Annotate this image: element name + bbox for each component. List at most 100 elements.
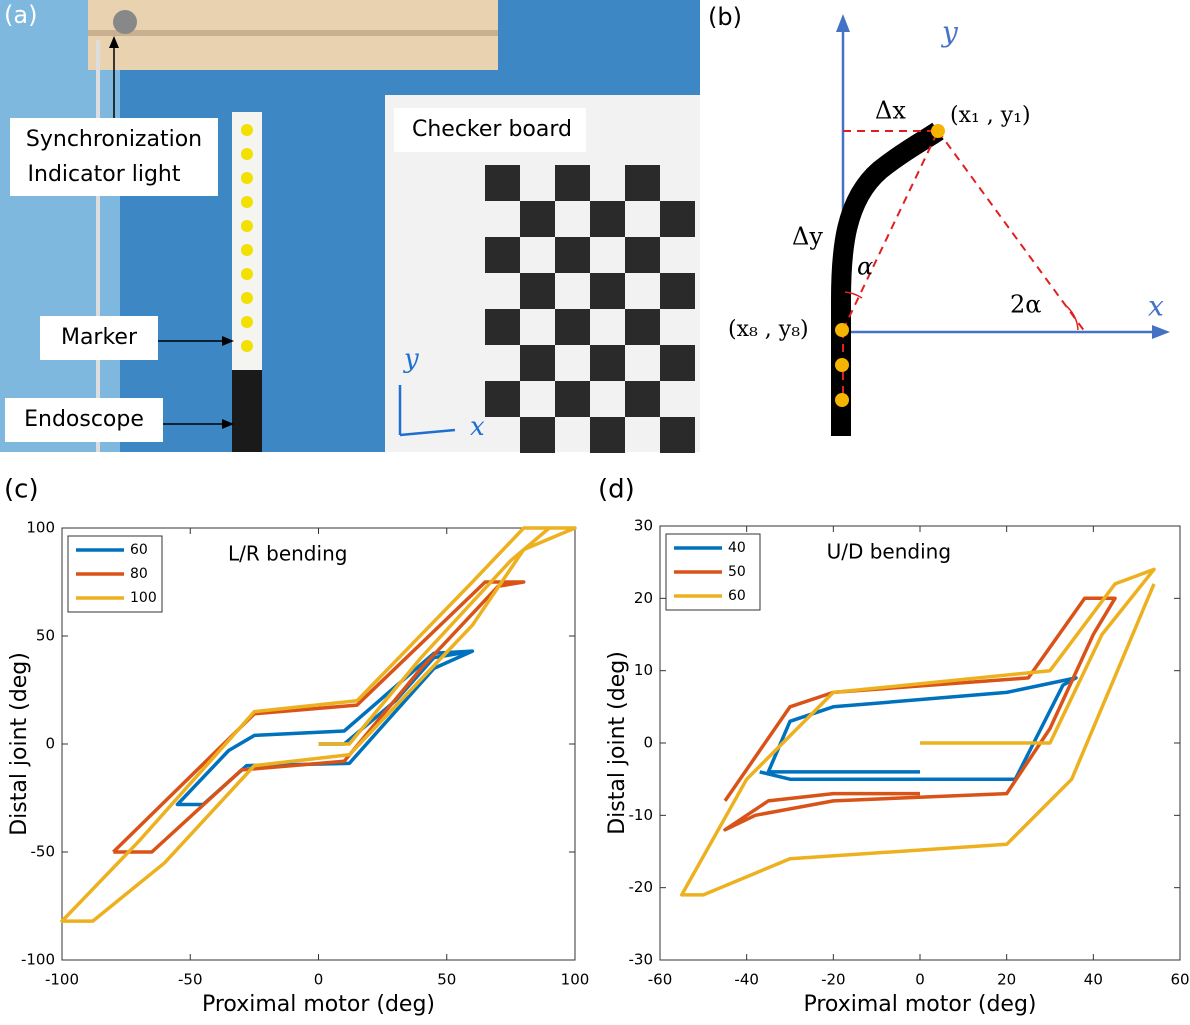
y-tick-label: -100	[21, 951, 55, 969]
diagram-label: Δy	[792, 223, 823, 251]
diagram-label: (x₈ , y₈)	[728, 317, 809, 342]
arrowhead	[836, 14, 850, 32]
label-box	[10, 118, 218, 196]
x-tick-label: 60	[1170, 971, 1189, 989]
legend-label: 100	[130, 590, 157, 606]
cable	[96, 40, 100, 452]
checker-square	[555, 309, 590, 345]
marker-dot	[241, 196, 253, 208]
diagram-label: 2α	[1010, 291, 1041, 319]
checker-square	[660, 345, 695, 381]
y-tick-label: 0	[45, 735, 55, 753]
checker-square	[520, 273, 555, 309]
x-tick-label: 40	[1084, 971, 1103, 989]
y-tick-label: 10	[634, 661, 653, 679]
legend-label: 60	[130, 542, 148, 558]
checkerboard	[485, 165, 695, 453]
marker-dot	[241, 220, 253, 232]
checker-square	[520, 201, 555, 237]
checker-square	[485, 165, 520, 201]
x-tick-label: -40	[734, 971, 759, 989]
y-tick-label: -30	[629, 951, 654, 969]
x-axis-label: Proximal motor (deg)	[202, 992, 435, 1017]
sync-label: Indicator light	[28, 162, 181, 187]
angle-arc	[844, 291, 863, 299]
label-box	[394, 108, 586, 152]
checker-label: Checker board	[412, 117, 572, 142]
legend-label: 50	[728, 564, 746, 580]
checker-square	[555, 381, 590, 417]
checker-square	[660, 201, 695, 237]
checker-square	[625, 237, 660, 273]
x-tick-label: -100	[45, 971, 79, 989]
marker-dot	[241, 124, 253, 136]
endoscope-curve	[831, 122, 944, 436]
arrowhead	[1152, 325, 1170, 339]
panel-label: (c)	[4, 475, 39, 505]
x-axis-label: Proximal motor (deg)	[803, 992, 1036, 1017]
diagram-label: Δx	[875, 97, 906, 125]
marker-point	[835, 323, 849, 337]
marker-dot	[241, 316, 253, 328]
x-tick-label: 100	[561, 971, 590, 989]
data-line	[679, 567, 1156, 897]
y-tick-label: 20	[634, 589, 653, 607]
checker-square	[485, 237, 520, 273]
y-axis-label: Distal joint (deg)	[7, 652, 32, 836]
label-box	[40, 316, 158, 360]
data-line	[60, 526, 577, 923]
checker-square	[590, 345, 625, 381]
checker-square	[625, 381, 660, 417]
marker-dot	[241, 340, 253, 352]
marker-dot	[241, 244, 253, 256]
panel-label: (b)	[708, 3, 742, 31]
y-tick-label: 100	[26, 519, 55, 537]
axis-letter: y	[940, 16, 959, 49]
diagram-label: α	[857, 253, 873, 281]
checker-square	[520, 417, 555, 453]
x-tick-label: 0	[915, 971, 925, 989]
y-tick-label: 50	[36, 627, 55, 645]
marker-dots	[241, 124, 253, 352]
legend-label: 80	[130, 566, 148, 582]
y-tick-label: -50	[31, 843, 56, 861]
checker-square	[660, 417, 695, 453]
arrowhead	[222, 419, 234, 429]
legend-label: 40	[728, 540, 746, 556]
y-tick-label: -10	[629, 806, 654, 824]
checker-square	[520, 345, 555, 381]
legend-label: 60	[728, 588, 746, 604]
x-tick-label: -60	[648, 971, 673, 989]
panel-label: (d)	[598, 475, 635, 505]
axis-letter: x	[1148, 290, 1164, 323]
checker-square	[555, 237, 590, 273]
marker-point	[931, 124, 945, 138]
checker-square	[590, 201, 625, 237]
x-tick-label: 50	[437, 971, 456, 989]
checker-square	[590, 273, 625, 309]
x-tick-label: 0	[314, 971, 324, 989]
y-tick-label: 30	[634, 517, 653, 535]
marker-point	[835, 393, 849, 407]
endoscope-label: Endoscope	[24, 407, 144, 432]
annotation: U/D bending	[827, 540, 951, 564]
axis-letter: x	[470, 412, 485, 442]
x-tick-label: -20	[821, 971, 846, 989]
annotation: L/R bending	[228, 542, 347, 566]
photo-axis	[399, 428, 456, 437]
checker-square	[660, 273, 695, 309]
y-axis-label: Distal joint (deg)	[605, 651, 630, 835]
marker-dot	[241, 148, 253, 160]
diagram-label: (x₁ , y₁)	[950, 103, 1031, 128]
arrowhead	[222, 336, 234, 346]
checker-square	[590, 417, 625, 453]
endoscope-body	[232, 370, 262, 452]
axis-letter: y	[403, 344, 419, 374]
x-tick-label: 20	[997, 971, 1016, 989]
indicator-light	[113, 10, 137, 34]
marker-label: Marker	[61, 325, 138, 350]
marker-point	[835, 358, 849, 372]
checker-square	[485, 309, 520, 345]
checker-square	[625, 165, 660, 201]
